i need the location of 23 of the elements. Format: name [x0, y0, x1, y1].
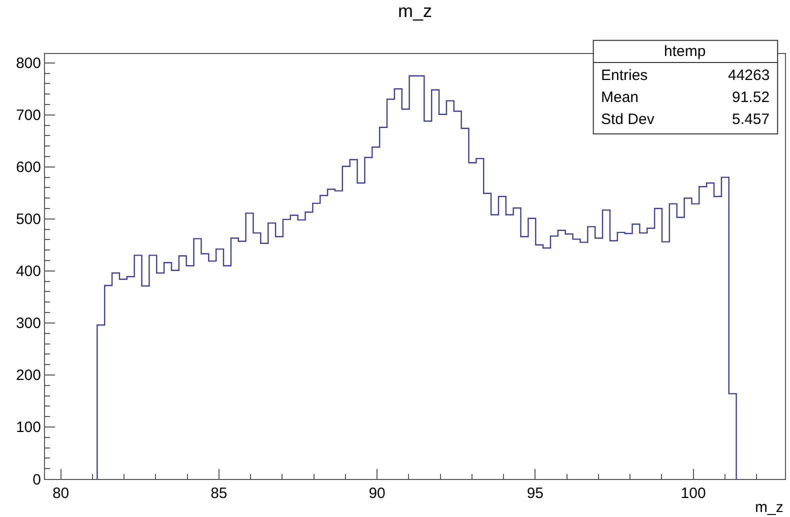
y-tick-label: 800: [16, 55, 41, 72]
x-tick-label: 85: [210, 485, 228, 502]
annotation: 44263: [728, 67, 770, 84]
x-tick-label: 90: [368, 485, 386, 502]
x-tick-label: 95: [526, 485, 544, 502]
y-tick-label: 300: [16, 315, 41, 332]
annotation: 91.52: [732, 89, 770, 106]
x-tick-label: 100: [680, 485, 706, 502]
annotation: htemp: [664, 43, 706, 60]
annotation: Std Dev: [601, 111, 655, 128]
annotation: Mean: [601, 89, 639, 106]
y-tick-label: 500: [16, 211, 41, 228]
y-tick-label: 700: [16, 107, 41, 124]
x-tick-label: 80: [52, 485, 70, 502]
y-tick-label: 400: [16, 263, 41, 280]
annotation: 5.457: [732, 111, 770, 128]
chart-title: m_z: [398, 1, 432, 21]
x-axis-title: m_z: [755, 499, 784, 516]
annotation: Entries: [601, 67, 648, 84]
y-tick-label: 100: [16, 419, 41, 436]
y-tick-label: 600: [16, 159, 41, 176]
y-tick-label: 200: [16, 367, 41, 384]
y-tick-label: 0: [32, 471, 41, 488]
